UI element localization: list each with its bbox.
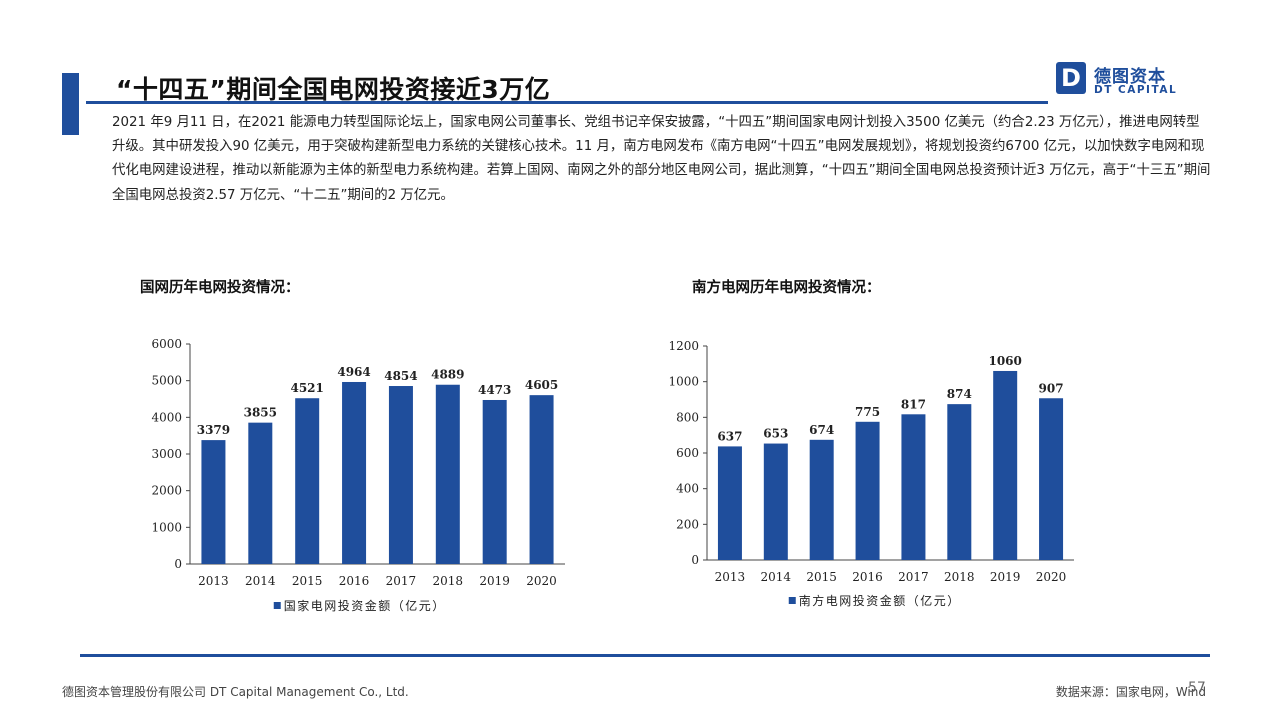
x-tick-label: 2020 (1036, 570, 1067, 584)
data-label: 1060 (988, 354, 1021, 368)
y-tick-label: 2000 (151, 484, 182, 498)
y-tick-label: 3000 (151, 447, 182, 461)
x-tick-label: 2015 (292, 574, 323, 588)
y-tick-label: 600 (676, 446, 699, 460)
logo-mark-letter: D (1061, 64, 1081, 92)
bar (342, 381, 367, 564)
x-tick-label: 2019 (479, 574, 510, 588)
logo-name-cn: 德图资本 (1094, 67, 1166, 87)
data-label: 3379 (197, 423, 230, 437)
x-tick-label: 2019 (990, 570, 1021, 584)
bar (717, 446, 742, 560)
data-label: 4889 (431, 368, 464, 382)
bar (388, 386, 413, 564)
logo-mark-icon: D (1056, 62, 1086, 94)
x-tick-label: 2013 (715, 570, 746, 584)
data-label: 4964 (337, 365, 370, 379)
company-logo: D 德图资本 DT CAPITAL (1056, 62, 1186, 98)
bar (947, 404, 972, 560)
x-tick-label: 2017 (898, 570, 929, 584)
bar (855, 421, 880, 560)
y-tick-label: 5000 (151, 374, 182, 388)
x-tick-label: 2016 (852, 570, 883, 584)
bar (1039, 398, 1064, 560)
legend-label: 南方电网投资金额（亿元） (799, 593, 961, 608)
y-tick-label: 400 (676, 482, 699, 496)
data-label: 874 (947, 387, 972, 401)
southern-grid-investment-chart: 0 200 400 600 800 1000 1200 637 2013 653 2014 674 20… (668, 339, 1074, 608)
x-tick-label: 2015 (806, 570, 837, 584)
y-tick-label: 0 (691, 553, 699, 567)
x-tick-label: 2016 (339, 574, 370, 588)
data-label: 4473 (478, 383, 511, 397)
legend-label: 国家电网投资金额（亿元） (284, 598, 446, 613)
data-label: 674 (809, 423, 834, 437)
x-tick-label: 2013 (198, 574, 229, 588)
y-tick-label: 1200 (668, 339, 699, 353)
page-title: “十四五”期间全国电网投资接近3万亿 (116, 75, 551, 104)
intro-paragraph: 2021 年9 月11 日，在2021 能源电力转型国际论坛上，国家电网公司董事… (112, 115, 1211, 203)
bar (529, 395, 554, 564)
y-tick-label: 0 (174, 557, 182, 571)
legend-swatch (273, 602, 281, 609)
footer-company: 德图资本管理股份有限公司 DT Capital Management Co., … (62, 685, 409, 699)
data-label: 4854 (384, 369, 417, 383)
title-divider (86, 101, 1048, 104)
chart-title-state-grid: 国网历年电网投资情况： (140, 280, 300, 296)
x-tick-label: 2020 (526, 574, 557, 588)
title-accent-bar (62, 73, 79, 135)
legend-swatch (788, 597, 796, 604)
y-tick-label: 1000 (151, 520, 182, 534)
x-tick-label: 2018 (944, 570, 975, 584)
bar (435, 384, 460, 564)
state-grid-investment-chart: 0 1000 2000 3000 4000 5000 6000 3379 2013 3855 201… (151, 337, 565, 613)
data-label: 907 (1039, 381, 1064, 395)
bar (295, 398, 320, 564)
page-number: 57 (1188, 680, 1206, 696)
bar (248, 422, 273, 564)
y-tick-label: 6000 (151, 337, 182, 351)
footer-source: 数据来源：国家电网，Wind (1055, 685, 1206, 699)
data-label: 3855 (244, 406, 277, 420)
footer-divider (80, 654, 1210, 657)
data-label: 4521 (290, 381, 323, 395)
data-label: 817 (901, 397, 926, 411)
bar (201, 440, 226, 564)
bar (993, 370, 1018, 560)
x-tick-label: 2014 (761, 570, 792, 584)
data-label: 775 (855, 405, 880, 419)
y-tick-label: 4000 (151, 410, 182, 424)
x-tick-label: 2017 (386, 574, 417, 588)
logo-name-en: DT CAPITAL (1094, 84, 1178, 96)
x-tick-label: 2014 (245, 574, 276, 588)
y-tick-label: 1000 (668, 375, 699, 389)
y-tick-label: 800 (676, 410, 699, 424)
bar (901, 414, 926, 560)
y-tick-label: 200 (676, 517, 699, 531)
x-tick-label: 2018 (433, 574, 464, 588)
bar (482, 399, 507, 564)
bar (763, 443, 788, 560)
chart-title-southern-grid: 南方电网历年电网投资情况： (692, 280, 881, 296)
data-label: 653 (763, 427, 788, 441)
bar (809, 439, 834, 560)
data-label: 637 (717, 429, 742, 443)
data-label: 4605 (525, 378, 558, 392)
